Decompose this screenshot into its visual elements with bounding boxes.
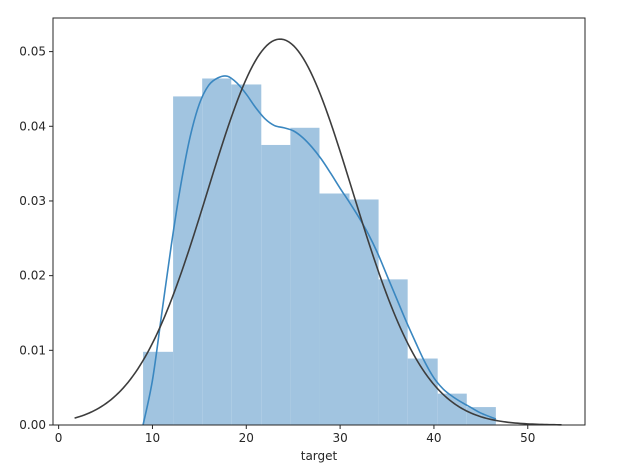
y-tick-label: 0.02 [19,269,46,283]
histogram-bars [143,78,496,426]
x-tick-label: 0 [55,431,63,445]
y-tick-label: 0.05 [19,45,46,59]
x-tick-label: 30 [332,431,347,445]
y-tick-label: 0.01 [19,343,46,357]
histogram-bar-9 [378,279,408,425]
x-axis-label: target [301,449,338,463]
y-axis-ticks: 0.00 0.01 0.02 0.03 0.04 0.05 [19,45,53,432]
kde-curve [142,75,497,426]
histogram-bar-5 [261,144,291,425]
x-axis-ticks: 0 10 20 30 40 50 [55,425,535,445]
histogram-bar-7 [319,193,350,425]
histogram-bar-1 [143,351,174,425]
x-tick-label: 10 [145,431,160,445]
plot-frame [52,17,586,426]
normal-fit-curve [74,38,562,426]
histogram-bar-3 [202,78,232,426]
y-tick-label: 0.00 [19,418,46,432]
histogram-bar-4 [231,84,262,425]
histogram-bar-8 [349,199,379,425]
y-tick-label: 0.03 [19,194,46,208]
x-tick-label: 20 [239,431,254,445]
x-tick-label: 50 [520,431,535,445]
x-tick-label: 40 [426,431,441,445]
y-tick-label: 0.04 [19,119,46,133]
histogram-bar-6 [290,127,320,425]
curves [74,38,562,426]
